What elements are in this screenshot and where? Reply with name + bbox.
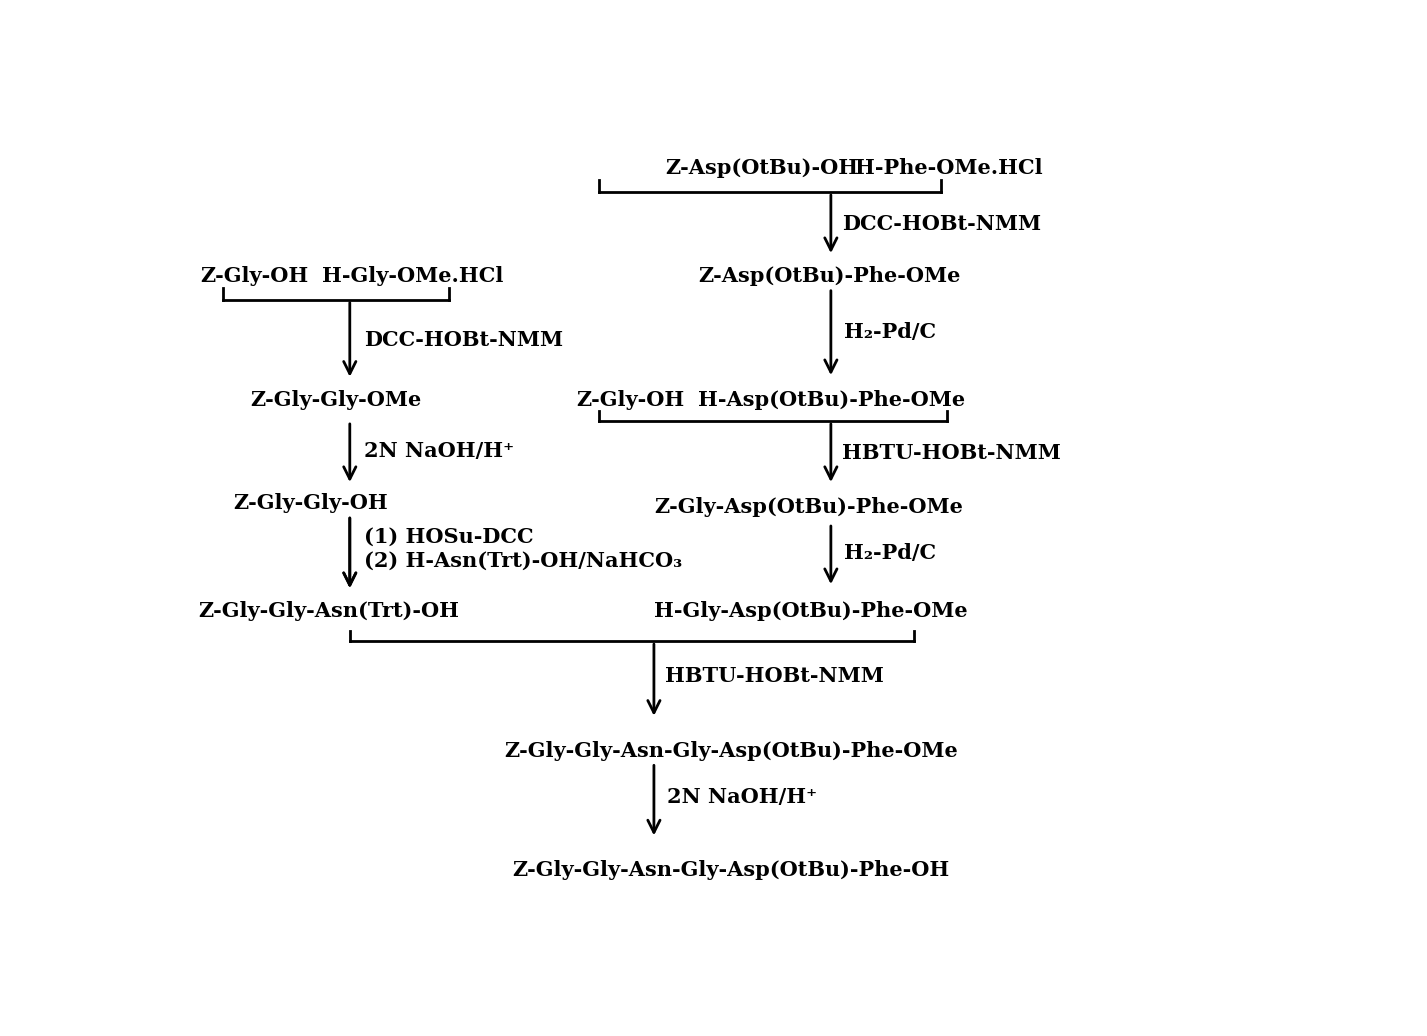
Text: Z-Gly-Gly-OMe: Z-Gly-Gly-OMe xyxy=(250,390,421,409)
Text: 2N NaOH/H⁺: 2N NaOH/H⁺ xyxy=(668,786,818,807)
Text: Z-Gly-OH: Z-Gly-OH xyxy=(577,390,685,409)
Text: HBTU-HOBt-NMM: HBTU-HOBt-NMM xyxy=(665,666,883,686)
Text: H-Phe-OMe.HCl: H-Phe-OMe.HCl xyxy=(855,159,1043,178)
Text: Z-Gly-OH: Z-Gly-OH xyxy=(200,266,308,286)
Text: (1) HOSu-DCC: (1) HOSu-DCC xyxy=(364,526,534,547)
Text: Z-Gly-Gly-Asn(Trt)-OH: Z-Gly-Gly-Asn(Trt)-OH xyxy=(198,601,459,621)
Text: H₂-Pd/C: H₂-Pd/C xyxy=(845,544,936,564)
Text: H-Gly-OMe.HCl: H-Gly-OMe.HCl xyxy=(323,266,504,286)
Text: 2N NaOH/H⁺: 2N NaOH/H⁺ xyxy=(364,441,514,461)
Text: Z-Asp(OtBu)-OH: Z-Asp(OtBu)-OH xyxy=(665,159,858,178)
Text: HBTU-HOBt-NMM: HBTU-HOBt-NMM xyxy=(842,443,1060,463)
Text: Z-Gly-Gly-Asn-Gly-Asp(OtBu)-Phe-OH: Z-Gly-Gly-Asn-Gly-Asp(OtBu)-Phe-OH xyxy=(512,860,950,881)
Text: Z-Gly-Asp(OtBu)-Phe-OMe: Z-Gly-Asp(OtBu)-Phe-OMe xyxy=(654,497,963,517)
Text: DCC-HOBt-NMM: DCC-HOBt-NMM xyxy=(842,214,1042,234)
Text: Z-Gly-Gly-Asn-Gly-Asp(OtBu)-Phe-OMe: Z-Gly-Gly-Asn-Gly-Asp(OtBu)-Phe-OMe xyxy=(505,741,958,760)
Text: DCC-HOBt-NMM: DCC-HOBt-NMM xyxy=(364,329,564,350)
Text: Z-Gly-Gly-OH: Z-Gly-Gly-OH xyxy=(234,493,388,513)
Text: Z-Asp(OtBu)-Phe-OMe: Z-Asp(OtBu)-Phe-OMe xyxy=(698,266,960,286)
Text: (2) H-Asn(Trt)-OH/NaHCO₃: (2) H-Asn(Trt)-OH/NaHCO₃ xyxy=(364,551,682,571)
Text: H-Asp(OtBu)-Phe-OMe: H-Asp(OtBu)-Phe-OMe xyxy=(698,390,965,409)
Text: H₂-Pd/C: H₂-Pd/C xyxy=(845,322,936,342)
Text: H-Gly-Asp(OtBu)-Phe-OMe: H-Gly-Asp(OtBu)-Phe-OMe xyxy=(654,601,968,621)
